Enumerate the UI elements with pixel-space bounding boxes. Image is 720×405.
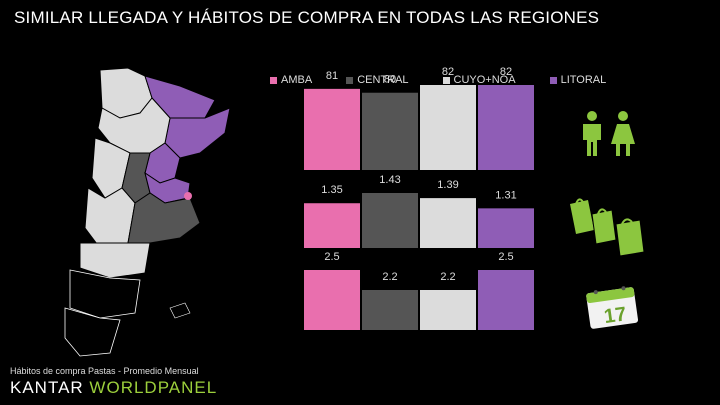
data-label-0-2: 82 [442,66,454,78]
legend-item-amba: AMBA [270,74,312,86]
bar-0-2 [420,85,476,170]
legend-label: LITORAL [560,74,607,86]
brand-logo: KANTAR WORLDPANEL [10,378,217,398]
legend-swatch-central [346,76,354,84]
bar-1-2 [420,198,476,248]
bar-2-2 [420,290,476,330]
legend-swatch-litoral [549,76,557,84]
page-title: SIMILAR LLEGADA Y HÁBITOS DE COMPRA EN T… [14,8,600,27]
brand-word-worldpanel: WORLDPANEL [89,378,218,397]
data-label-1-2: 1.39 [437,179,458,191]
legend-swatch-cuyo-noa [442,76,450,84]
bar-0-0 [304,88,360,170]
legend-label: AMBA [281,74,313,86]
legend-item-cuyo-noa: CUYO+NOA [442,74,516,86]
bar-0-1 [362,92,418,170]
bar-2-1 [362,290,418,330]
bar-1-3 [478,208,534,248]
svg-text:17: 17 [603,303,628,328]
calendar-icon: 17 [586,286,639,329]
legend-swatch-amba [270,76,277,84]
brand-word-kantar: KANTAR [10,378,90,397]
argentina-map-icon [64,67,230,357]
bar-0-3 [478,85,534,170]
people-icon [583,111,635,156]
bar-1-1 [362,193,418,248]
data-label-2-0: 2.5 [324,251,339,263]
data-label-2-2: 2.2 [440,271,455,283]
data-label-0-3: 82 [500,66,512,78]
legend-item-central: CENTRAL [346,74,409,86]
bar-1-0 [304,203,360,248]
shopping-bags-icon [570,198,645,256]
legend-label: CUYO+NOA [453,74,516,86]
bar-2-3 [478,270,534,330]
data-label-2-3: 2.5 [498,251,513,263]
data-label-0-0: 81 [326,70,338,82]
data-label-0-1: 80 [384,74,396,86]
chart-legend: AMBA CENTRAL CUYO+NOA LITORAL [270,74,606,86]
legend-label: CENTRAL [357,74,409,86]
data-label-2-1: 2.2 [382,271,397,283]
footer-note: Hábitos de compra Pastas - Promedio Mens… [10,366,199,376]
data-label-1-0: 1.35 [321,184,342,196]
bar-2-0 [304,270,360,330]
data-label-1-1: 1.43 [379,174,400,186]
legend-item-litoral: LITORAL [549,74,607,86]
data-label-1-3: 1.31 [495,189,516,201]
